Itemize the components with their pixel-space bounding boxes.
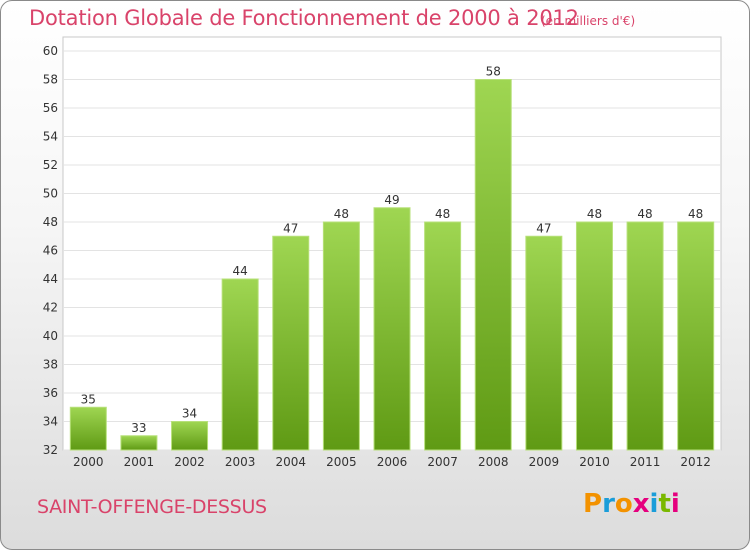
- logo-letter: t: [658, 489, 671, 519]
- bar: [424, 221, 462, 451]
- y-tick-label: 60: [43, 44, 58, 58]
- bar: [474, 79, 512, 451]
- logo-letter: i: [670, 489, 680, 519]
- x-tick-label: 2009: [529, 455, 560, 469]
- chart-subtitle: (en milliers d'€): [541, 14, 636, 28]
- bar: [575, 221, 613, 451]
- y-tick-label: 56: [43, 101, 58, 115]
- proxiti-logo[interactable]: Proxiti: [583, 489, 680, 519]
- bar: [525, 235, 563, 451]
- place-name: SAINT-OFFENGE-DESSUS: [37, 496, 267, 518]
- bar-value-label: 44: [233, 264, 248, 278]
- value-labels: 35 33 34 44 47 48 49 48 58 47 48 48 48: [81, 65, 704, 435]
- x-tick-label: 2003: [225, 455, 256, 469]
- y-tick-label: 36: [43, 386, 58, 400]
- y-tick-label: 34: [43, 415, 58, 429]
- y-tick-label: 48: [43, 215, 58, 229]
- y-tick-label: 46: [43, 244, 58, 258]
- bar: [69, 406, 107, 451]
- bar-value-label: 34: [182, 407, 197, 421]
- bar-value-label: 47: [536, 221, 551, 235]
- x-tick-label: 2007: [427, 455, 458, 469]
- logo-letter: r: [602, 489, 615, 519]
- bar: [626, 221, 664, 451]
- x-tick-label: 2000: [73, 455, 104, 469]
- x-tick-label: 2008: [478, 455, 509, 469]
- x-tick-label: 2006: [377, 455, 408, 469]
- y-tick-label: 44: [43, 272, 58, 286]
- x-tick-label: 2010: [579, 455, 610, 469]
- y-tick-label: 40: [43, 329, 58, 343]
- logo-letter: o: [614, 489, 633, 519]
- bar: [373, 207, 411, 451]
- y-tick-label: 32: [43, 443, 58, 457]
- y-tick-label: 38: [43, 358, 58, 372]
- bar: [322, 221, 360, 451]
- bar-value-label: 58: [486, 65, 501, 79]
- x-axis-labels: 2000 2001 2002 2003 2004 2005 2006 2007 2008 2009…: [73, 455, 711, 469]
- x-tick-label: 2005: [326, 455, 357, 469]
- x-tick-label: 2011: [630, 455, 661, 469]
- y-tick-label: 54: [43, 130, 58, 144]
- x-tick-label: 2004: [275, 455, 306, 469]
- y-tick-label: 50: [43, 187, 58, 201]
- bar-value-label: 49: [384, 193, 399, 207]
- bar: [120, 435, 158, 451]
- y-tick-label: 42: [43, 301, 58, 315]
- bar-value-label: 33: [131, 421, 146, 435]
- bar-value-label: 48: [334, 207, 349, 221]
- bar-value-label: 47: [283, 221, 298, 235]
- y-tick-label: 52: [43, 158, 58, 172]
- x-tick-label: 2012: [680, 455, 711, 469]
- logo-letter: i: [649, 489, 659, 519]
- bar-value-label: 48: [587, 207, 602, 221]
- chart-title: Dotation Globale de Fonctionnement de 20…: [29, 6, 579, 30]
- y-tick-label: 58: [43, 73, 58, 87]
- bar-value-label: 48: [688, 207, 703, 221]
- bar: [221, 278, 259, 451]
- x-tick-label: 2001: [124, 455, 155, 469]
- logo-letter: P: [583, 489, 603, 519]
- bars: [69, 79, 715, 451]
- bar-value-label: 48: [637, 207, 652, 221]
- bar: [677, 221, 715, 451]
- bar: [272, 235, 310, 451]
- x-tick-label: 2002: [174, 455, 205, 469]
- bar-value-label: 35: [81, 392, 96, 406]
- bar: [171, 421, 209, 451]
- logo-letter: x: [632, 489, 650, 519]
- bar-value-label: 48: [435, 207, 450, 221]
- y-axis-ticks: 32 34 36 38 40 42 44 46 48 50 52 54 56 58 60: [43, 44, 58, 457]
